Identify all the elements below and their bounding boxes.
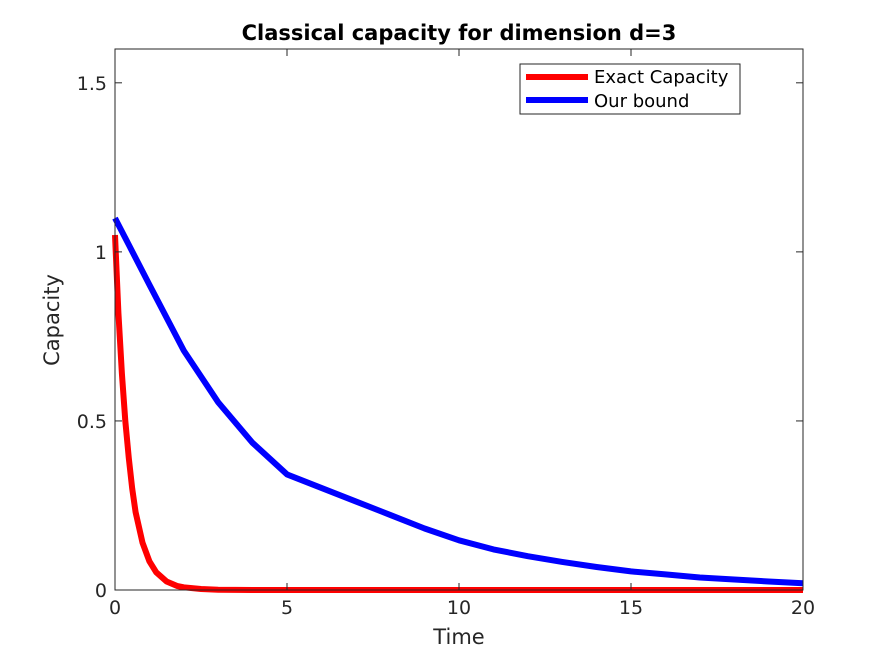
chart-title: Classical capacity for dimension d=3 [242,21,677,45]
legend-box [519,63,741,115]
series-line-1 [112,216,804,587]
y-axis-label: Capacity [40,274,64,366]
plot-area [115,49,803,590]
x-tick-label-1: 5 [281,597,293,619]
y-tick-label-3: 1.5 [77,73,107,95]
x-tick-label-4: 20 [791,597,815,619]
tick-layer: 0 5 10 15 20 0 0.5 1 1.5 [77,49,815,619]
x-tick-label-0: 0 [109,597,121,619]
y-tick-label-2: 1 [95,242,107,264]
x-axis-label: Time [432,625,484,649]
y-tick-label-0: 0 [95,580,107,602]
legend-label-exact-capacity: Exact Capacity [594,67,729,88]
x-tick-label-2: 10 [447,597,471,619]
x-tick-label-3: 15 [619,597,643,619]
legend-label-our-bound: Our bound [594,91,689,112]
y-tick-label-1: 0.5 [77,411,107,433]
legend: Exact Capacity Our bound [519,63,741,115]
